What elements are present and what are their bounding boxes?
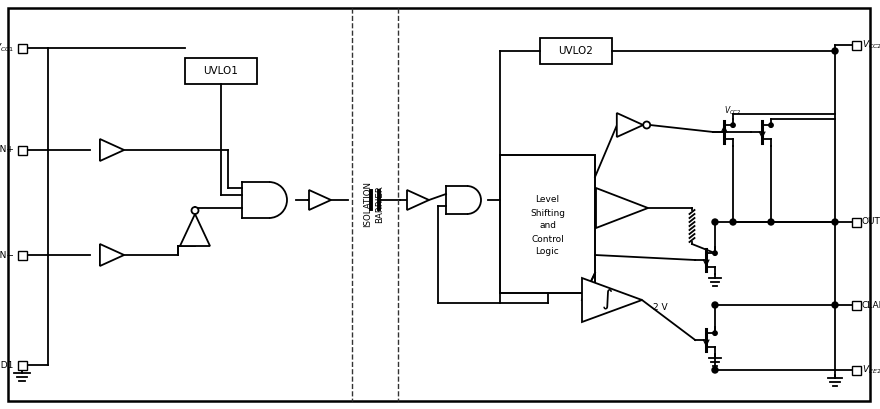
Text: 2 V: 2 V <box>653 303 667 312</box>
Circle shape <box>712 367 718 373</box>
Bar <box>352 8 398 401</box>
Text: $\int$: $\int$ <box>601 288 613 312</box>
Bar <box>852 218 861 227</box>
Circle shape <box>712 219 718 225</box>
Text: $V_{CC2}$: $V_{CC2}$ <box>862 39 880 51</box>
Text: OUT: OUT <box>862 218 880 227</box>
Polygon shape <box>180 214 210 246</box>
Text: UVLO1: UVLO1 <box>203 66 238 76</box>
Polygon shape <box>617 113 643 137</box>
Bar <box>852 366 861 375</box>
Bar <box>18 360 26 369</box>
Circle shape <box>769 123 774 127</box>
Circle shape <box>832 48 838 54</box>
Circle shape <box>730 219 736 225</box>
Polygon shape <box>582 278 642 322</box>
Circle shape <box>713 251 717 255</box>
Text: $V_{CC1}$: $V_{CC1}$ <box>0 42 14 54</box>
Bar <box>500 155 595 293</box>
Circle shape <box>643 121 650 128</box>
Bar <box>18 250 26 259</box>
Circle shape <box>730 123 735 127</box>
Text: IN+: IN+ <box>0 146 14 155</box>
Bar <box>540 38 612 64</box>
Bar <box>18 146 26 155</box>
Text: CLAMP: CLAMP <box>862 301 880 310</box>
Polygon shape <box>309 190 331 210</box>
Text: BARRIER: BARRIER <box>376 185 385 223</box>
Bar <box>852 301 861 310</box>
Text: GND1: GND1 <box>0 360 14 369</box>
Circle shape <box>832 219 838 225</box>
Circle shape <box>713 331 717 335</box>
Circle shape <box>832 302 838 308</box>
Text: and: and <box>539 222 556 231</box>
Circle shape <box>712 302 718 308</box>
Text: Level: Level <box>535 196 560 204</box>
Polygon shape <box>596 188 648 228</box>
Bar <box>18 43 26 52</box>
Text: ISOLATION: ISOLATION <box>363 181 372 227</box>
Text: $V_{CC2}$: $V_{CC2}$ <box>724 104 742 117</box>
Text: Logic: Logic <box>536 247 560 256</box>
Text: $V_{EE2}$: $V_{EE2}$ <box>862 364 880 376</box>
Text: IN−: IN− <box>0 250 14 259</box>
Circle shape <box>768 219 774 225</box>
Circle shape <box>192 207 199 214</box>
Bar <box>185 58 257 84</box>
Text: UVLO2: UVLO2 <box>559 46 593 56</box>
Text: Shifting: Shifting <box>530 209 565 218</box>
Bar <box>852 40 861 49</box>
Polygon shape <box>407 190 429 210</box>
Polygon shape <box>100 244 124 266</box>
Polygon shape <box>100 139 124 161</box>
Text: Control: Control <box>532 234 564 243</box>
